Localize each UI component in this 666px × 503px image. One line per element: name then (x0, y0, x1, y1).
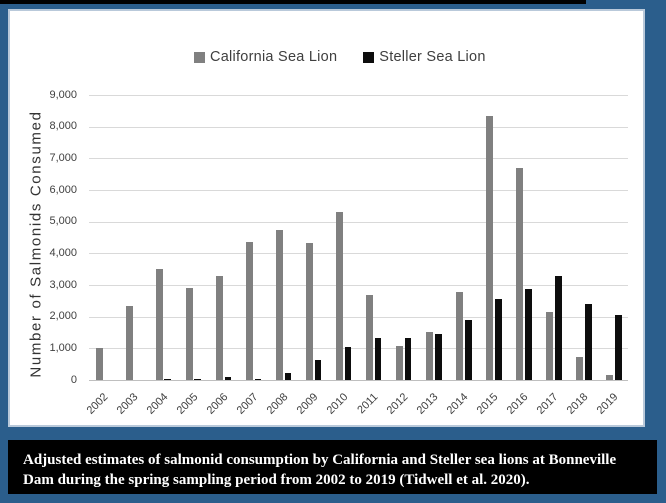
bar-california-2010 (336, 212, 343, 380)
y-tick-label-7000: 7,000 (49, 151, 77, 164)
gridline-6000 (88, 190, 628, 191)
caption-line-1: Adjusted estimates of salmonid consumpti… (23, 451, 617, 468)
bar-steller-2007 (254, 379, 262, 380)
bar-california-2002 (95, 348, 103, 380)
bar-california-2003 (125, 306, 133, 380)
bar-california-2006 (215, 275, 223, 380)
bar-steller-2016 (524, 288, 532, 380)
x-tick-label-2010: 2010 (324, 391, 351, 418)
gridline-4000 (88, 253, 628, 255)
x-tick-label-2012: 2012 (384, 391, 411, 418)
bar-steller-2011 (374, 337, 382, 380)
bar-steller-2006 (224, 376, 232, 380)
chart-legend: California Sea Lion Steller Sea Lion (194, 49, 486, 65)
x-tick-label-2019: 2019 (595, 391, 621, 418)
bar-steller-2012 (404, 337, 412, 380)
x-tick-label-2002: 2002 (84, 391, 111, 418)
bar-california-2018 (576, 356, 584, 380)
gridline-1000 (88, 348, 628, 350)
x-tick-label-2015: 2015 (475, 391, 501, 418)
caption-line-2: Dam during the spring sampling period fr… (23, 472, 530, 488)
bar-steller-2013 (434, 334, 442, 380)
y-tick-label-0: 0 (70, 373, 77, 386)
x-tick-label-2016: 2016 (505, 391, 531, 418)
plot-area (88, 95, 628, 381)
bar-california-2014 (456, 292, 463, 380)
x-tick-label-2003: 2003 (114, 391, 141, 418)
gridline-2000 (88, 316, 628, 318)
bar-steller-2018 (584, 304, 592, 380)
legend-item-california: California Sea Lion (194, 49, 337, 65)
chart-panel: California Sea Lion Steller Sea Lion Num… (8, 9, 645, 427)
bar-california-2017 (546, 312, 554, 380)
california-swatch-icon (194, 51, 205, 63)
x-tick-label-2013: 2013 (414, 391, 441, 418)
y-tick-label-5000: 5,000 (49, 215, 77, 228)
bar-california-2019 (606, 374, 614, 380)
gridline-8000 (88, 126, 628, 128)
bar-steller-2015 (494, 298, 502, 380)
bar-california-2008 (275, 229, 283, 380)
x-tick-label-2004: 2004 (144, 391, 171, 418)
bar-california-2004 (155, 268, 163, 380)
bar-steller-2009 (314, 360, 322, 380)
y-axis-title-text: Number of Salmonids Consumed (27, 110, 44, 378)
y-tick-label-8000: 8,000 (49, 120, 77, 133)
y-tick-label-3000: 3,000 (49, 278, 77, 291)
bar-steller-2019 (614, 314, 622, 380)
legend-item-steller: Steller Sea Lion (363, 49, 485, 65)
y-tick-label-9000: 9,000 (49, 88, 77, 101)
x-tick-label-2009: 2009 (294, 391, 321, 418)
x-axis-line (88, 380, 628, 381)
y-tick-label-1000: 1,000 (49, 341, 77, 354)
bar-california-2015 (486, 115, 493, 380)
gridline-5000 (88, 221, 628, 223)
legend-label-california: California Sea Lion (210, 49, 338, 65)
x-tick-label-2007: 2007 (234, 391, 261, 418)
bar-steller-2017 (554, 276, 562, 380)
gridline-7000 (88, 158, 628, 160)
y-tick-label-6000: 6,000 (49, 183, 77, 196)
x-tick-label-2008: 2008 (264, 391, 291, 418)
x-tick-label-2017: 2017 (535, 391, 561, 418)
bar-steller-2005 (194, 379, 202, 380)
gridline-3000 (88, 285, 628, 286)
bar-california-2011 (366, 294, 373, 380)
bar-california-2013 (426, 331, 433, 380)
x-tick-label-2018: 2018 (565, 391, 591, 418)
bar-california-2012 (396, 346, 403, 380)
bar-steller-2010 (344, 347, 352, 380)
gridline-9000 (88, 95, 628, 96)
bar-steller-2004 (164, 379, 172, 380)
bar-california-2005 (185, 287, 193, 380)
caption-box: Adjusted estimates of salmonid consumpti… (8, 440, 657, 494)
top-black-strip (0, 0, 586, 4)
x-tick-label-2005: 2005 (174, 391, 201, 418)
bar-steller-2008 (284, 373, 292, 380)
bar-california-2016 (516, 167, 523, 380)
y-tick-label-4000: 4,000 (49, 246, 77, 259)
x-tick-label-2014: 2014 (445, 391, 471, 418)
x-tick-label-2011: 2011 (355, 391, 381, 417)
bar-california-2007 (245, 242, 253, 380)
legend-label-steller: Steller Sea Lion (379, 49, 486, 65)
y-tick-label-2000: 2,000 (49, 310, 77, 323)
steller-swatch-icon (363, 51, 375, 63)
x-tick-label-2006: 2006 (204, 391, 231, 418)
bar-california-2009 (306, 242, 313, 380)
bar-steller-2014 (464, 319, 472, 380)
